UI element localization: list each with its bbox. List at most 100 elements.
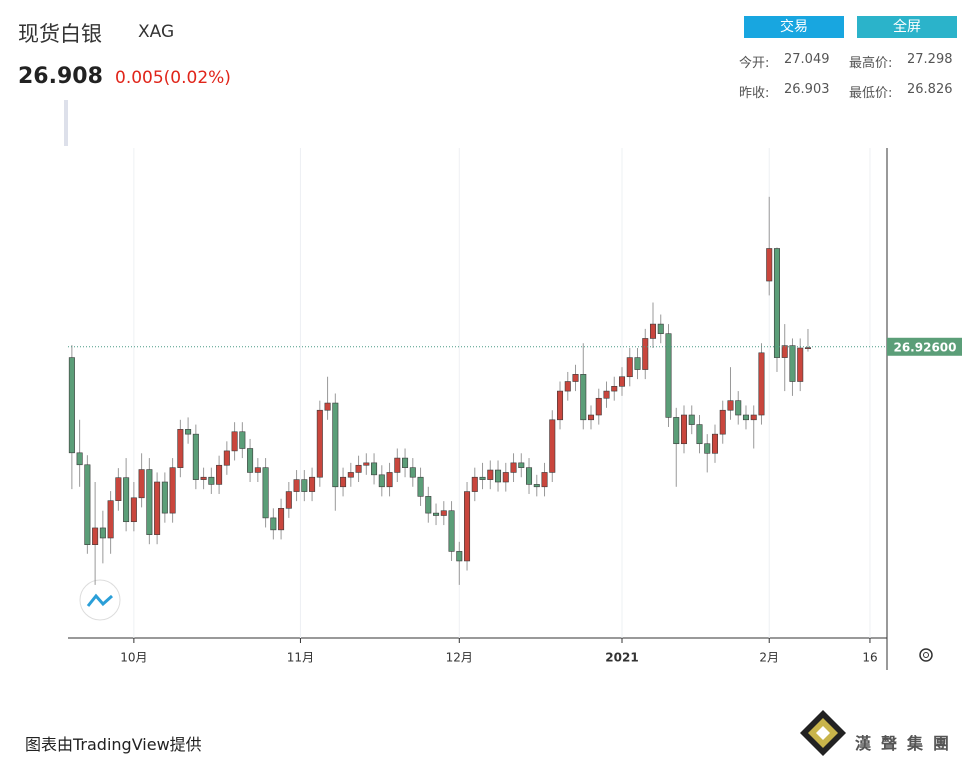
price: 26.908 (18, 64, 103, 89)
candle-body (394, 457, 401, 473)
candle-body (154, 481, 161, 535)
candle-body (92, 527, 99, 545)
candle-body (161, 481, 168, 514)
candle-body (433, 512, 440, 516)
candle-body (402, 457, 409, 468)
candle-body (123, 477, 130, 523)
candle-body (68, 357, 75, 454)
stat-value: 27.298 (907, 52, 953, 67)
candle-body (665, 333, 672, 418)
candle-body (107, 500, 114, 539)
candle-body (673, 417, 680, 445)
candle-body (595, 397, 602, 416)
stat-label: 最高价: (849, 56, 893, 71)
candle-body (758, 352, 765, 416)
candle-body (495, 469, 502, 483)
candle-body (580, 374, 587, 421)
candle-body (130, 497, 137, 523)
candle-body (464, 491, 471, 562)
candle-body (332, 402, 339, 488)
settings-icon[interactable] (919, 648, 933, 662)
symbol-name: 现货白银 (18, 22, 102, 46)
candle-body (742, 414, 749, 421)
logo-mark (800, 710, 846, 756)
candle-body (557, 390, 564, 421)
candle-body (696, 424, 703, 445)
candle-body (262, 467, 269, 519)
divider (64, 100, 68, 146)
candle-body (634, 357, 641, 370)
candle-body (502, 472, 509, 483)
candle-body (247, 448, 254, 473)
candle-body (773, 248, 780, 358)
stat-value: 26.903 (784, 82, 830, 97)
x-tick-label: 16 (862, 651, 877, 665)
candle-body (750, 414, 757, 421)
candle-body (239, 431, 246, 449)
candle-body (76, 452, 83, 466)
stat-label: 最低价: (849, 86, 893, 101)
candle-body (611, 386, 618, 392)
candle-body (301, 479, 308, 492)
credit: 图表由TradingView提供 (25, 735, 202, 754)
price-change: 0.005(0.02%) (115, 68, 231, 88)
candle-body (448, 510, 455, 552)
candle-body (440, 510, 447, 516)
stat-value: 26.826 (907, 82, 953, 97)
candle-body (293, 479, 300, 492)
candle-body (781, 345, 788, 358)
candle-body (456, 551, 463, 562)
candle-body (254, 467, 261, 473)
candle-body (363, 462, 370, 466)
candle-body (278, 508, 285, 531)
candle-body (185, 429, 192, 435)
symbol-code: XAG (138, 22, 175, 42)
candle-body (84, 464, 91, 545)
candle-body (386, 472, 393, 488)
candle-body (138, 469, 145, 499)
candle-body (704, 443, 711, 454)
candle-body (518, 462, 525, 468)
candle-body (355, 464, 362, 473)
candle-body (409, 467, 416, 478)
candle-body (471, 476, 478, 492)
trade-button[interactable]: 交易 (744, 16, 844, 38)
candle-body (510, 462, 517, 473)
candle-body (309, 476, 316, 492)
chart: 10月 11月 12月 2021 2月 16 26.92600 (68, 148, 962, 670)
candle-body (688, 414, 695, 425)
candle-body (340, 476, 347, 488)
candle-body (146, 469, 153, 535)
candle-body (626, 357, 633, 378)
fullscreen-button[interactable]: 全屏 (857, 16, 957, 38)
stat-label: 今开: (739, 56, 770, 71)
candle-body (588, 414, 595, 421)
candle-body (572, 374, 579, 382)
candle-body (487, 469, 494, 480)
candle-body (541, 472, 548, 488)
candle-body (549, 419, 556, 473)
x-tick-label: 10月 (120, 651, 147, 665)
candle-body (99, 527, 106, 539)
x-tick-label: 2月 (759, 651, 779, 665)
candle-body (208, 476, 215, 485)
candle-body (804, 347, 811, 349)
candle-body (378, 474, 385, 488)
candle-body (169, 467, 176, 514)
candle-body (680, 414, 688, 445)
candle-body (192, 433, 199, 480)
candle-body (371, 462, 378, 476)
x-tick-label: 11月 (287, 651, 314, 665)
candle-body (347, 472, 354, 478)
logo-badge (79, 579, 121, 621)
candle-body (526, 467, 533, 485)
candle-body (285, 491, 292, 509)
candle-body (216, 464, 223, 485)
candle-body (533, 484, 540, 488)
candle-body (564, 381, 571, 392)
last-price-label: 26.92600 (893, 340, 956, 354)
candle-body (711, 433, 718, 454)
candle-body (797, 347, 804, 382)
candle-body (417, 476, 424, 497)
candle-body (657, 323, 664, 334)
